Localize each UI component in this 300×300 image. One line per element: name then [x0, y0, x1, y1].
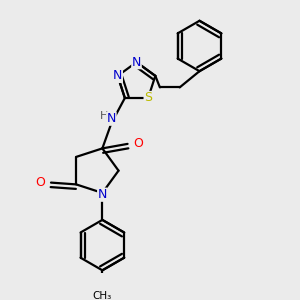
- Text: N: N: [132, 56, 141, 69]
- Text: O: O: [35, 176, 45, 189]
- Text: N: N: [113, 69, 122, 82]
- Text: N: N: [98, 188, 107, 201]
- Text: O: O: [134, 137, 143, 150]
- Text: S: S: [144, 92, 152, 104]
- Text: H: H: [100, 111, 108, 121]
- Text: N: N: [107, 112, 116, 125]
- Text: CH₃: CH₃: [93, 290, 112, 300]
